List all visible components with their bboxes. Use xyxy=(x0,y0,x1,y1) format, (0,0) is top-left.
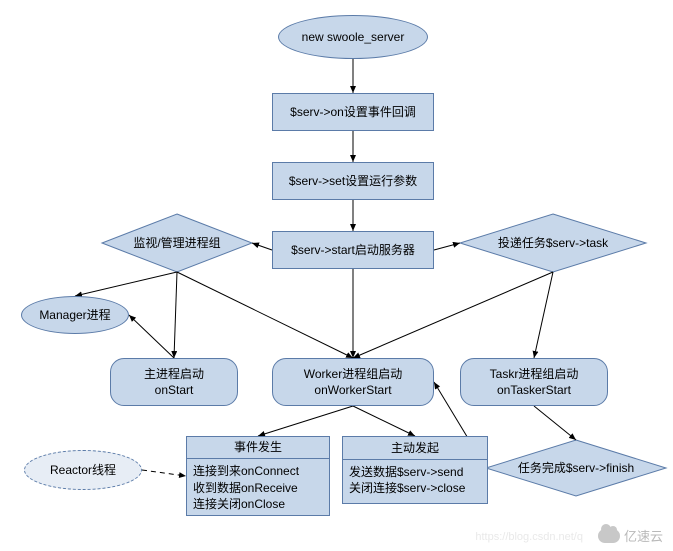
ellipse-e1: Manager进程 xyxy=(21,296,129,334)
diamond-d2: 投递任务$serv->task xyxy=(460,214,646,272)
rect-n4: $serv->start启动服务器 xyxy=(272,231,434,269)
titled-rect-body: 连接到来onConnect 收到数据onReceive 连接关闭onClose xyxy=(187,459,329,516)
cloud-icon xyxy=(598,529,620,543)
rounded-r1: 主进程启动 onStart xyxy=(110,358,238,406)
titled-rect-body: 发送数据$serv->send 关闭连接$serv->close xyxy=(343,460,487,503)
watermark-text: 亿速云 xyxy=(624,526,663,545)
rect-n3: $serv->set设置运行参数 xyxy=(272,162,434,200)
ellipse-n1: new swoole_server xyxy=(278,15,428,59)
diamond-d1: 监视/管理进程组 xyxy=(102,214,252,272)
ellipse-e2: Reactor线程 xyxy=(24,450,142,490)
titled-rect-title: 事件发生 xyxy=(187,436,329,459)
titled-rect-title: 主动发起 xyxy=(343,437,487,460)
watermark-url: https://blog.csdn.net/q xyxy=(475,531,583,543)
watermark-brand: 亿速云 xyxy=(598,526,663,545)
titled-rect-t2: 主动发起发送数据$serv->send 关闭连接$serv->close xyxy=(342,436,488,504)
diamond-d3: 任务完成$serv->finish xyxy=(486,440,666,496)
rounded-r3: Taskr进程组启动 onTaskerStart xyxy=(460,358,608,406)
rect-n2: $serv->on设置事件回调 xyxy=(272,93,434,131)
rounded-r2: Worker进程组启动 onWorkerStart xyxy=(272,358,434,406)
titled-rect-t1: 事件发生连接到来onConnect 收到数据onReceive 连接关闭onCl… xyxy=(186,436,330,516)
